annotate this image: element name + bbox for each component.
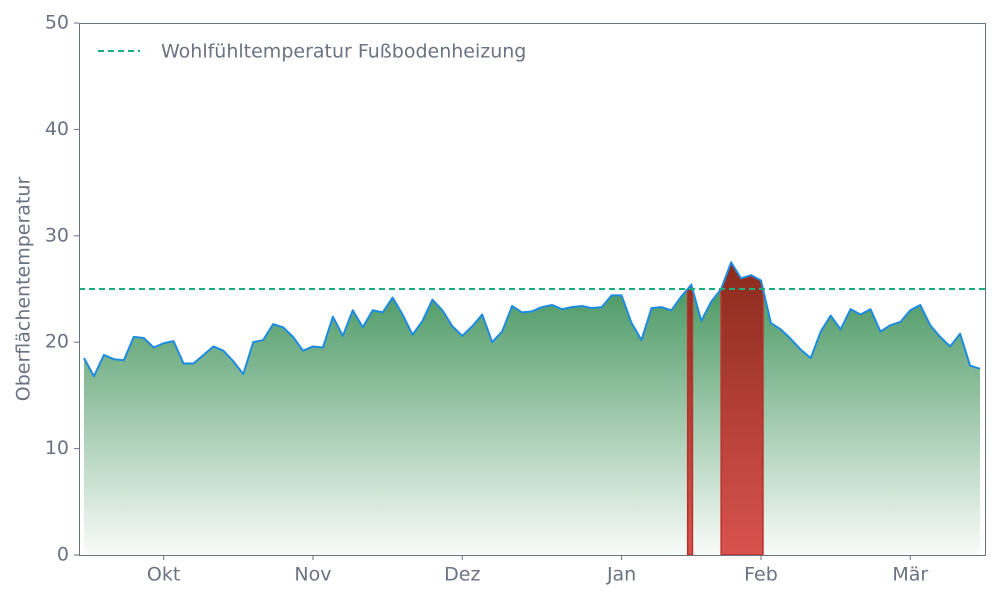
y-tick-label: 20 — [45, 331, 69, 353]
x-tick-label: Nov — [294, 564, 331, 586]
above-area — [686, 283, 694, 556]
x-tick-label: Jan — [606, 564, 636, 586]
y-axis-label: Oberflächentemperatur — [13, 177, 35, 402]
y-tick-label: 30 — [45, 224, 69, 246]
x-tick-label: Mär — [892, 564, 928, 586]
above-area — [720, 260, 764, 556]
legend-label: Wohlfühltemperatur Fußbodenheizung — [161, 41, 526, 63]
line — [83, 261, 981, 378]
y-tick-label: 40 — [45, 118, 69, 140]
y-tick-label: 50 — [45, 12, 69, 34]
x-tick-label: Dez — [444, 564, 480, 586]
y-tick-label: 0 — [57, 544, 69, 566]
x-tick-label: Feb — [744, 564, 778, 586]
y-tick-label: 10 — [45, 437, 69, 459]
area-fill — [84, 262, 980, 555]
plot-frame — [79, 23, 986, 556]
x-tick-label: Okt — [147, 564, 180, 586]
